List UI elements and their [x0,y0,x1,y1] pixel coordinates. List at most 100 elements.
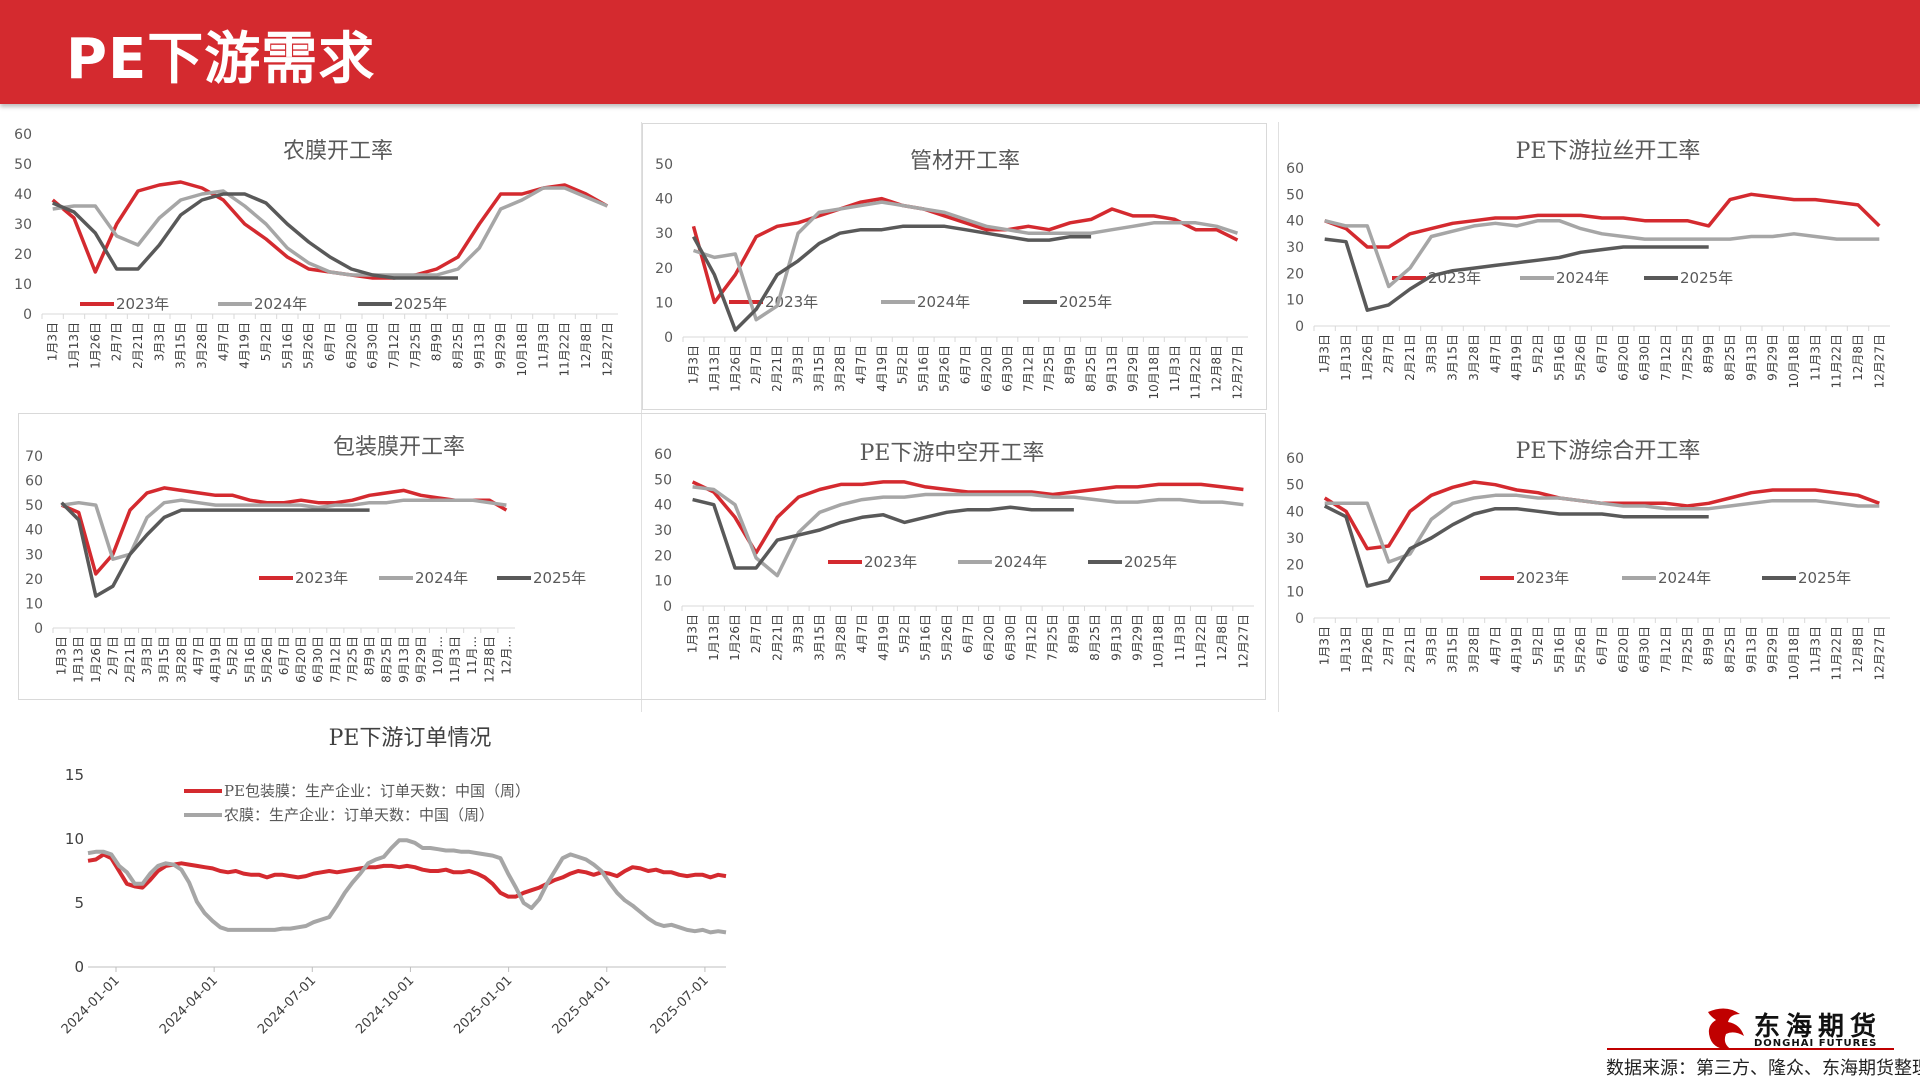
zonghe-legend-label: 2025年 [1798,569,1851,587]
baozhuang-xtick: 4月19日 [209,636,223,683]
baozhuang-xtick: 6月7日 [277,636,291,675]
zhongkong-xtick: 12月27日 [1236,614,1250,669]
zonghe-svg: PE下游综合开工率 0 10 20 30 40 50 60 1月3日 1月13日 1月26日 2月7日… [1286,439,1890,681]
baozhuang-xtick: 9月13日 [397,636,411,683]
dingdan-title: PE下游订单情况 [329,726,492,751]
lasi-xtick: 6月20日 [1616,334,1630,381]
zonghe-series-2025年 [1323,504,1709,588]
nongmo-xtick: 11月22日 [558,322,572,377]
lasi-series-2024年 [1324,218,1880,289]
zhongkong-xtick: 11月3日 [1173,614,1187,661]
zhongkong-xtick: 6月20日 [982,614,996,661]
chart-guancai: 管材开工率 0 10 20 30 40 50 1月3日 1月13日 1月26日 2月7日 2月21日 3… [642,123,1267,410]
nongmo-ytick: 0 [23,307,32,323]
nongmo-xtick: 8月25日 [451,322,465,369]
baozhuang-title: 包装膜开工率 [333,435,465,460]
nongmo-ytick: 40 [14,187,32,203]
zhongkong-legend-label: 2023年 [864,553,917,571]
lasi-xtick: 1月26日 [1360,334,1374,381]
zonghe-xtick: 9月29日 [1766,626,1780,673]
guancai-xtick: 6月30日 [1000,345,1014,392]
nongmo-ytick: 20 [14,247,32,263]
guancai-xtick: 2月7日 [749,345,763,384]
baozhuang-xtick: 2月21日 [123,636,137,683]
nongmo-xtick: 5月26日 [302,322,316,369]
zonghe-xtick: 3月15日 [1446,626,1460,673]
nongmo-xtick: 12月27日 [600,322,614,377]
divider-v2 [1278,122,1279,712]
zonghe-xtick: 9月13日 [1744,626,1758,673]
baozhuang-ytick: 40 [25,523,43,539]
nongmo-xtick: 10月18日 [515,322,529,377]
zonghe-xtick: 2月7日 [1382,626,1396,665]
dingdan-xtick: 2024-01-01 [59,973,123,1037]
baozhuang-xtick: 3月15日 [157,636,171,683]
lasi-ytick: 60 [1286,161,1304,177]
nongmo-xtick: 6月20日 [344,322,358,369]
nongmo-legend-label: 2025年 [394,295,447,313]
zonghe-xtick: 8月25日 [1723,626,1737,673]
baozhuang-xtick: 6月30日 [311,636,325,683]
baozhuang-xtick: 11月3日 [448,636,462,683]
zhongkong-xtick: 2月7日 [749,614,763,653]
zonghe-xtick: 4月7日 [1488,626,1502,665]
header-bar: PE下游需求 [0,0,1920,104]
zhongkong-svg: PE下游中空开工率 0 10 20 30 40 50 60 1月3日 1月13日 1月26日 2月7日… [654,441,1254,669]
zonghe-xtick: 5月2日 [1531,626,1545,665]
zhongkong-series-2023年 [691,480,1244,555]
lasi-xtick: 11月3日 [1808,334,1822,381]
guancai-title: 管材开工率 [910,149,1020,174]
guancai-legend-label: 2025年 [1059,293,1112,311]
zhongkong-xtick: 3月15日 [813,614,827,661]
divider-v1 [641,122,642,712]
footer-line [1607,1048,1894,1050]
guancai-xtick: 1月13日 [707,345,721,392]
zhongkong-xtick: 9月13日 [1109,614,1123,661]
lasi-xtick: 4月19日 [1510,334,1524,381]
nongmo-ytick: 10 [14,277,32,293]
lasi-title: PE下游拉丝开工率 [1516,139,1701,164]
zhongkong-series-2025年 [692,497,1074,570]
zhongkong-xtick: 5月2日 [897,614,911,653]
guancai-xtick: 12月8日 [1210,345,1224,392]
zonghe-xtick: 1月13日 [1339,626,1353,673]
guancai-xtick: 3月28日 [833,345,847,392]
nongmo-xtick: 4月19日 [238,322,252,369]
dingdan-xtick: 2025-04-01 [550,973,614,1037]
guancai-xtick: 3月15日 [812,345,826,392]
nongmo-xtick: 5月2日 [259,322,273,361]
guancai-xtick: 7月25日 [1042,345,1056,392]
lasi-xtick: 9月13日 [1744,334,1758,381]
zonghe-ytick: 60 [1286,451,1304,467]
lasi-svg: PE下游拉丝开工率 0 10 20 30 40 50 60 1月3日 1月13日 1月26日 2月7日… [1286,139,1890,389]
chart-lasi: PE下游拉丝开工率 0 10 20 30 40 50 60 1月3日 1月13日 1月26日 2月7日… [1280,126,1910,418]
zonghe-xtick: 11月22日 [1830,626,1844,681]
zhongkong-xtick: 2月21日 [770,614,784,661]
zhongkong-ytick: 20 [654,548,672,564]
nongmo-xtick: 1月3日 [46,322,60,361]
guancai-ytick: 10 [655,295,673,311]
zonghe-xtick: 8月9日 [1702,626,1716,665]
zhongkong-xtick: 4月7日 [855,614,869,653]
zhongkong-title: PE下游中空开工率 [860,441,1045,466]
nongmo-xtick: 7月12日 [387,322,401,369]
zhongkong-ytick: 40 [654,498,672,514]
zonghe-xtick: 12月27日 [1872,626,1886,681]
nongmo-xtick: 2月7日 [110,322,124,361]
dingdan-series-1 [87,838,727,935]
page-title: PE下游需求 [66,27,376,92]
zonghe-xtick: 1月26日 [1360,626,1374,673]
guancai-legend-label: 2024年 [917,293,970,311]
baozhuang-xtick: 5月16日 [243,636,257,683]
baozhuang-xtick: 7月25日 [345,636,359,683]
zonghe-xtick: 11月3日 [1808,626,1822,673]
zonghe-xtick: 6月20日 [1616,626,1630,673]
guancai-ytick: 20 [655,261,673,277]
zonghe-xtick: 7月25日 [1680,626,1694,673]
zonghe-ytick: 50 [1286,478,1304,494]
zonghe-xtick: 3月28日 [1467,626,1481,673]
chart-baozhuang: 包装膜开工率 0 10 20 30 40 50 60 70 1月3日 1月13日 1月26日 2月7日 2… [18,413,1266,700]
dragon-icon [1708,1008,1744,1050]
lasi-ytick: 10 [1286,293,1304,309]
